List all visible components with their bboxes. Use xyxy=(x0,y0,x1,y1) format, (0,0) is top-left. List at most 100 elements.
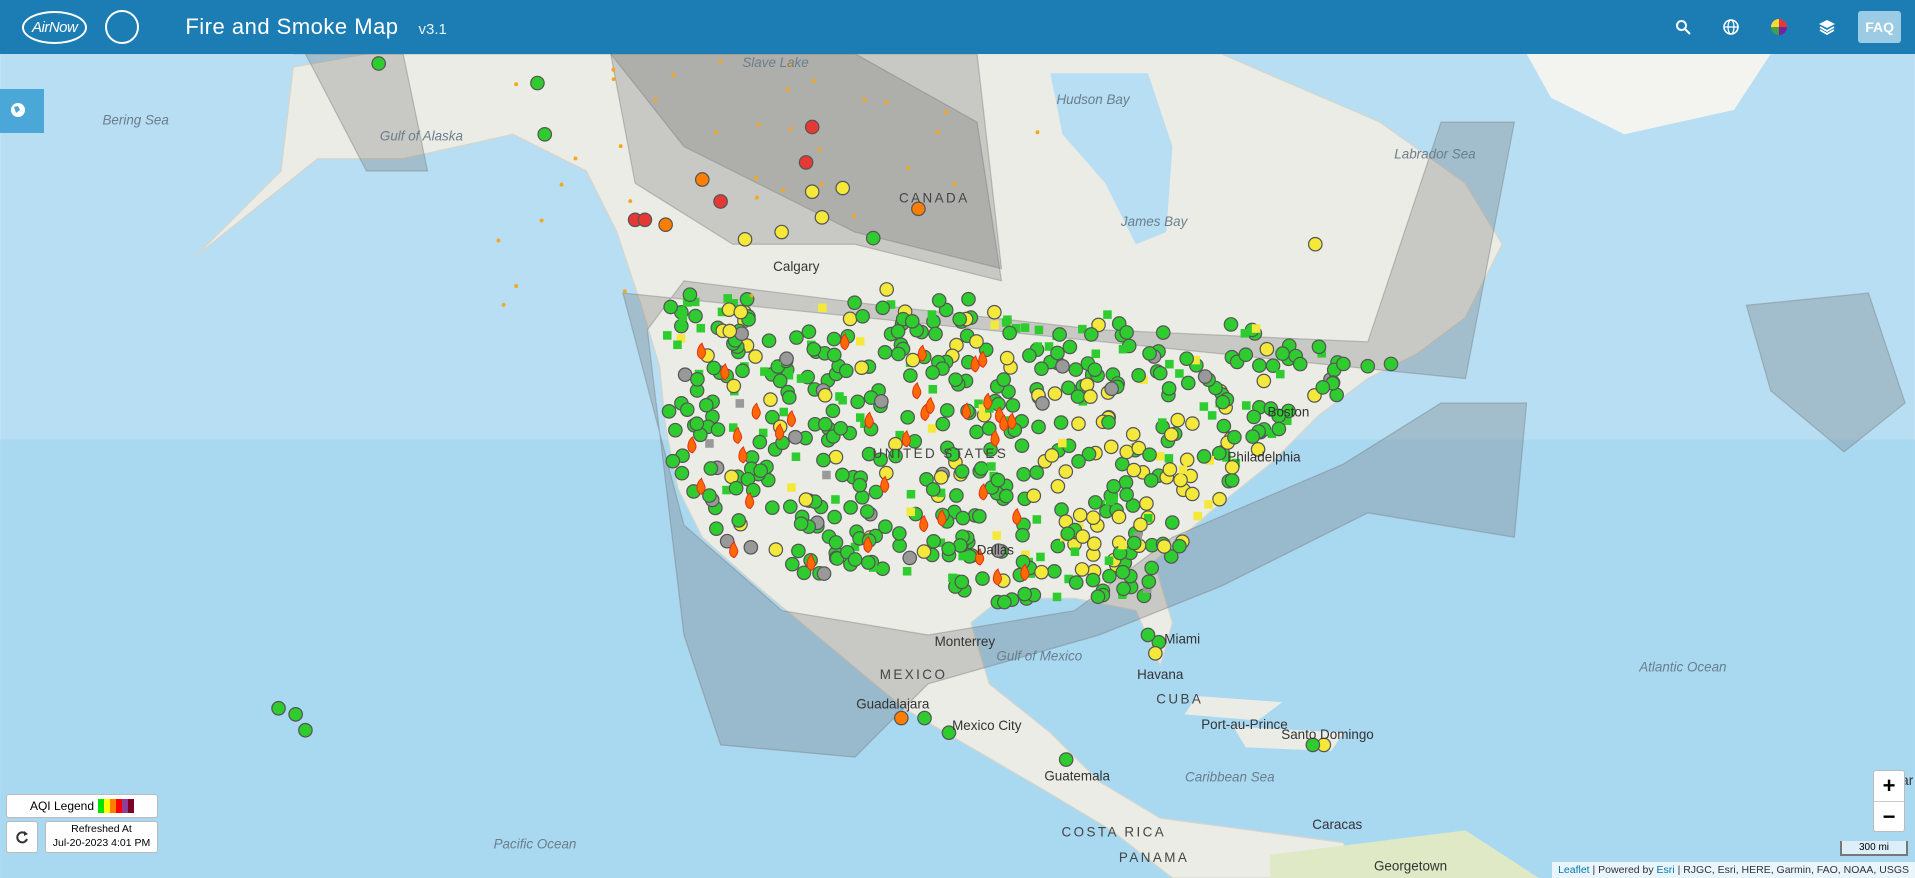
sensor-marker xyxy=(1204,500,1213,509)
zoom-out[interactable]: − xyxy=(1882,804,1896,829)
fire-dot xyxy=(1035,130,1040,135)
monitor-marker xyxy=(1088,495,1103,510)
basemap-toggle[interactable] xyxy=(0,89,44,133)
globe-icon xyxy=(1723,19,1740,35)
monitor-marker xyxy=(1185,416,1200,431)
monitor-marker xyxy=(847,295,862,311)
monitor-marker xyxy=(917,710,932,726)
monitor-marker xyxy=(1090,589,1106,605)
aqi-button[interactable] xyxy=(1762,10,1796,44)
sensor-marker xyxy=(779,407,789,417)
monitor-marker xyxy=(791,543,806,559)
map-label: UNITED STATES xyxy=(873,446,1009,461)
refresh-button[interactable] xyxy=(6,821,38,853)
sensor-marker xyxy=(831,495,840,504)
monitor-marker xyxy=(1164,427,1179,442)
greenland xyxy=(1526,53,1771,135)
sensor-marker xyxy=(1033,342,1043,351)
fire-icon xyxy=(840,332,850,351)
monitor-marker xyxy=(1256,373,1272,389)
sensor-marker xyxy=(1021,550,1030,560)
sensor-marker xyxy=(1011,324,1021,333)
monitor-marker xyxy=(713,194,728,209)
monitor-marker xyxy=(1141,574,1157,590)
monitor-marker xyxy=(737,232,753,247)
map-label: PANAMA xyxy=(1119,850,1189,865)
monitor-marker xyxy=(941,541,956,557)
esri-link[interactable]: Esri xyxy=(1656,864,1675,876)
sensor-marker xyxy=(902,566,912,576)
monitor-marker xyxy=(1060,526,1076,542)
monitor-marker xyxy=(990,472,1006,488)
sensor-marker xyxy=(787,483,796,492)
sensor-marker xyxy=(822,470,831,480)
monitor-marker xyxy=(954,574,970,590)
monitor-marker xyxy=(948,372,963,388)
monitor-marker xyxy=(945,447,961,462)
monitor-marker xyxy=(1142,447,1157,463)
sensor-marker xyxy=(855,337,865,346)
monitor-marker xyxy=(835,180,851,196)
map-label: CUBA xyxy=(1156,691,1203,706)
sensor-marker xyxy=(1240,329,1250,338)
fire-icon xyxy=(880,475,890,493)
monitor-marker xyxy=(828,449,844,465)
monitor-marker xyxy=(952,311,968,327)
monitor-marker xyxy=(530,75,545,91)
map-label: MEXICO xyxy=(880,667,948,682)
sensor-marker xyxy=(772,361,782,371)
monitor-marker xyxy=(702,488,717,503)
monitor-marker xyxy=(828,535,844,550)
monitor-marker xyxy=(833,420,848,436)
logo[interactable]: AirNow xyxy=(22,10,88,44)
monitor-marker xyxy=(1126,462,1142,478)
search-button[interactable] xyxy=(1666,10,1700,44)
globe-button[interactable] xyxy=(1714,10,1748,44)
monitor-marker xyxy=(1034,564,1049,580)
monitor-marker xyxy=(1087,362,1103,377)
monitor-marker xyxy=(728,480,744,496)
monitor-marker xyxy=(1173,472,1188,488)
monitor-marker xyxy=(768,542,784,557)
monitor-marker xyxy=(1068,575,1084,590)
monitor-marker xyxy=(817,387,833,403)
markers xyxy=(271,56,1399,767)
zoom-control: + − xyxy=(1873,770,1905,832)
map-labels: Bering Sea Gulf of Alaska Slave Lake Hudson… xyxy=(102,55,1913,874)
zoom-in[interactable]: + xyxy=(1874,771,1904,802)
monitor-marker xyxy=(1170,412,1186,428)
monitor-marker xyxy=(969,334,984,349)
sensor-marker xyxy=(1283,416,1292,426)
monitor-marker xyxy=(1002,325,1017,341)
fire-icon xyxy=(806,553,816,571)
monitor-marker xyxy=(1144,560,1160,576)
monitor-marker xyxy=(1142,346,1157,361)
monitor-marker xyxy=(1292,356,1308,372)
monitor-marker xyxy=(1034,361,1049,377)
fire-icon xyxy=(990,429,1000,447)
fire-dot xyxy=(817,147,822,152)
monitor-marker xyxy=(703,461,719,476)
faq-button[interactable]: FAQ xyxy=(1858,11,1901,43)
layers-button[interactable] xyxy=(1810,10,1844,44)
monitor-marker xyxy=(814,210,830,225)
sensor-marker xyxy=(1267,429,1277,439)
sensor-marker xyxy=(936,488,946,498)
monitor-marker xyxy=(1118,475,1134,490)
monitor-marker xyxy=(1079,377,1095,393)
monitor-marker xyxy=(764,409,780,425)
sensor-marker xyxy=(1191,355,1200,365)
monitor-marker xyxy=(1211,445,1227,461)
fire-dot xyxy=(852,213,857,218)
fire-dot xyxy=(628,199,633,204)
aqi-legend[interactable]: AQI Legend xyxy=(6,794,158,818)
leaflet-link[interactable]: Leaflet xyxy=(1558,864,1590,876)
monitor-marker xyxy=(827,509,842,525)
fire-icon xyxy=(720,363,730,381)
monitor-marker xyxy=(789,330,804,345)
fire-icon xyxy=(729,540,739,559)
sensor-marker xyxy=(818,303,827,313)
sensor-marker xyxy=(1064,574,1073,584)
fire-icon xyxy=(775,423,785,441)
monitor-marker xyxy=(1197,369,1213,384)
